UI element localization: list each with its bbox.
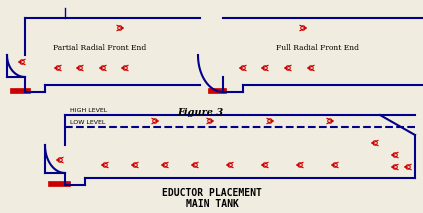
Text: EDUCTOR PLACEMENT: EDUCTOR PLACEMENT [162,188,262,198]
Text: HIGH LEVEL: HIGH LEVEL [70,108,107,113]
Text: LOW LEVEL: LOW LEVEL [70,120,105,125]
Bar [48,181,70,186]
Bar [208,88,226,93]
Text: Partial Radial Front End: Partial Radial Front End [53,44,147,52]
Text: Full Radial Front End: Full Radial Front End [277,44,360,52]
Bar [10,88,30,93]
Text: Figure 3: Figure 3 [177,108,223,117]
Text: MAIN TANK: MAIN TANK [186,199,239,209]
